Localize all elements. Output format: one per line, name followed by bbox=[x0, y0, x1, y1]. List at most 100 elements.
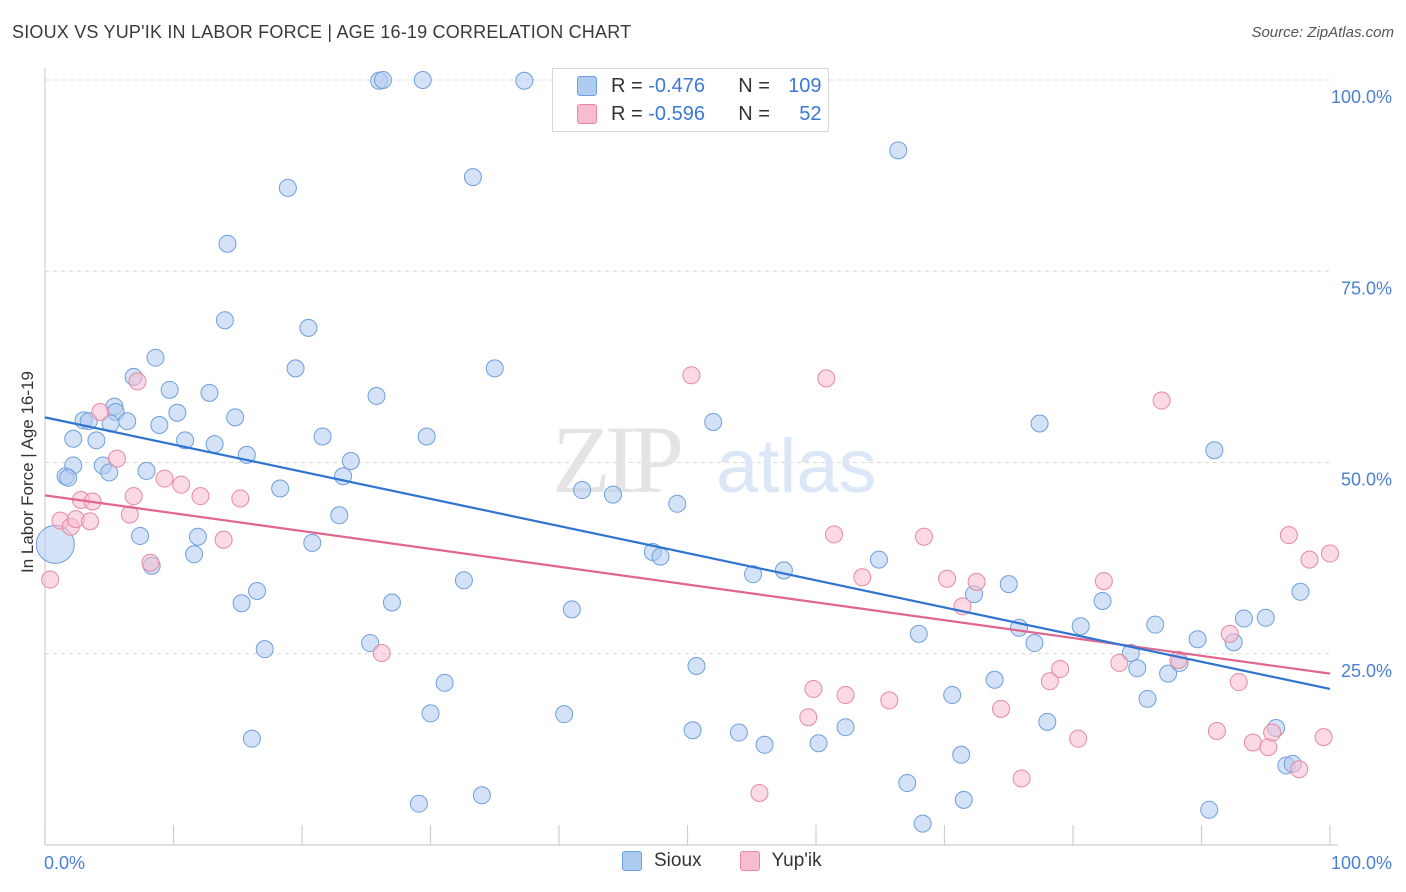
legend-n-value: 52 bbox=[799, 102, 822, 125]
yupik-point bbox=[1152, 391, 1171, 410]
sioux-trend-line bbox=[44, 416, 1331, 691]
yupik-point bbox=[1321, 544, 1339, 563]
sioux-point bbox=[330, 506, 349, 525]
sioux-point bbox=[985, 670, 1004, 689]
yupik-point bbox=[992, 699, 1011, 718]
yupik-point bbox=[824, 525, 843, 544]
sioux-point bbox=[367, 386, 386, 405]
sioux-point bbox=[651, 547, 670, 566]
sioux-point bbox=[774, 561, 793, 580]
yupik-point bbox=[750, 783, 769, 802]
sioux-point bbox=[573, 481, 592, 500]
sioux-point bbox=[913, 814, 932, 833]
sioux-point bbox=[255, 640, 274, 659]
sioux-point bbox=[889, 141, 908, 160]
legend-r-label: R = bbox=[611, 74, 649, 97]
yupik-points bbox=[41, 366, 1339, 802]
axes bbox=[44, 68, 1338, 846]
sioux-point bbox=[1291, 582, 1310, 601]
yupik-point bbox=[1314, 728, 1333, 747]
yupik-point bbox=[1290, 760, 1309, 779]
sioux-point bbox=[869, 550, 888, 569]
yupik-point bbox=[80, 512, 99, 531]
sioux-point bbox=[64, 429, 83, 448]
y-axis-title: In Labor Force | Age 16-19 bbox=[18, 371, 37, 573]
sioux-point bbox=[1256, 608, 1275, 627]
sioux-point bbox=[200, 383, 219, 402]
yupik-point bbox=[804, 679, 823, 698]
sioux-point bbox=[137, 461, 156, 480]
sioux-point bbox=[668, 494, 687, 513]
sioux-point bbox=[232, 594, 251, 613]
sioux-point bbox=[341, 451, 360, 470]
sioux-point bbox=[729, 723, 748, 742]
grid-lines bbox=[45, 79, 1330, 655]
legend-r-value: -0.596 bbox=[648, 102, 705, 125]
sioux-point bbox=[215, 311, 234, 330]
yupik-point bbox=[836, 686, 855, 705]
sioux-point bbox=[286, 359, 305, 378]
yupik-point bbox=[682, 366, 701, 385]
yupik-point bbox=[1243, 733, 1262, 752]
legend-n-label: N = bbox=[738, 74, 776, 97]
sioux-point bbox=[704, 412, 723, 431]
yupik-point bbox=[1300, 550, 1319, 569]
sioux-point bbox=[683, 721, 702, 740]
sioux-point bbox=[185, 545, 204, 564]
yupik-point bbox=[41, 570, 60, 589]
watermark-atlas: atlas bbox=[716, 424, 877, 509]
sioux-point bbox=[898, 774, 917, 793]
yupik-point bbox=[853, 568, 872, 587]
sioux-point bbox=[131, 526, 150, 545]
yupik-trend-line bbox=[44, 494, 1331, 675]
sioux-point bbox=[999, 575, 1018, 594]
yupik-point bbox=[938, 569, 957, 588]
yupik-point bbox=[91, 403, 110, 422]
sioux-point bbox=[1159, 664, 1178, 683]
sioux-point bbox=[909, 624, 928, 643]
sioux-point bbox=[463, 168, 482, 187]
sioux-point bbox=[160, 380, 179, 399]
yupik-point bbox=[191, 487, 210, 506]
sioux-legend-swatch bbox=[622, 851, 642, 871]
correlation-legend: R = -0.476 N = 109 R = -0.596 N = 52 bbox=[552, 68, 829, 132]
sioux-point bbox=[248, 582, 267, 601]
yupik-point bbox=[880, 691, 899, 710]
yupik-point bbox=[1040, 672, 1059, 691]
sioux-point bbox=[1025, 634, 1044, 653]
yupik-point bbox=[1012, 769, 1031, 788]
legend-row-sioux: R = -0.476 N = 109 bbox=[577, 73, 822, 99]
yupik-point bbox=[1207, 722, 1226, 741]
source-label: Source: ZipAtlas.com bbox=[1251, 24, 1394, 41]
sioux-point bbox=[313, 427, 332, 446]
sioux-point bbox=[205, 435, 224, 454]
sioux-point bbox=[278, 178, 297, 197]
series-legend: Sioux Yup'ik bbox=[622, 850, 860, 872]
sioux-point bbox=[744, 565, 763, 584]
sioux-point bbox=[299, 318, 318, 337]
yupik-point bbox=[799, 708, 818, 727]
sioux-point bbox=[952, 745, 971, 764]
sioux-point bbox=[954, 790, 973, 809]
sioux-point bbox=[1030, 414, 1049, 433]
legend-row-yupik: R = -0.596 N = 52 bbox=[577, 101, 822, 127]
y-tick-label: 100.0% bbox=[1331, 87, 1392, 107]
yupik-swatch bbox=[577, 104, 597, 124]
yupik-point bbox=[1069, 729, 1088, 748]
yupik-point bbox=[172, 475, 191, 494]
yupik-point bbox=[1094, 572, 1113, 591]
sioux-point bbox=[373, 71, 392, 89]
sioux-point bbox=[421, 704, 440, 723]
sioux-point bbox=[417, 427, 436, 446]
sioux-point bbox=[100, 463, 119, 482]
sioux-point bbox=[382, 593, 401, 612]
yupik-point bbox=[155, 469, 174, 488]
trend-lines bbox=[44, 416, 1331, 691]
sioux-point bbox=[755, 735, 774, 754]
sioux-points bbox=[35, 71, 1310, 833]
sioux-point bbox=[1138, 689, 1157, 708]
sioux-point bbox=[555, 705, 574, 724]
yupik-point bbox=[141, 553, 160, 572]
sioux-point bbox=[603, 485, 622, 504]
